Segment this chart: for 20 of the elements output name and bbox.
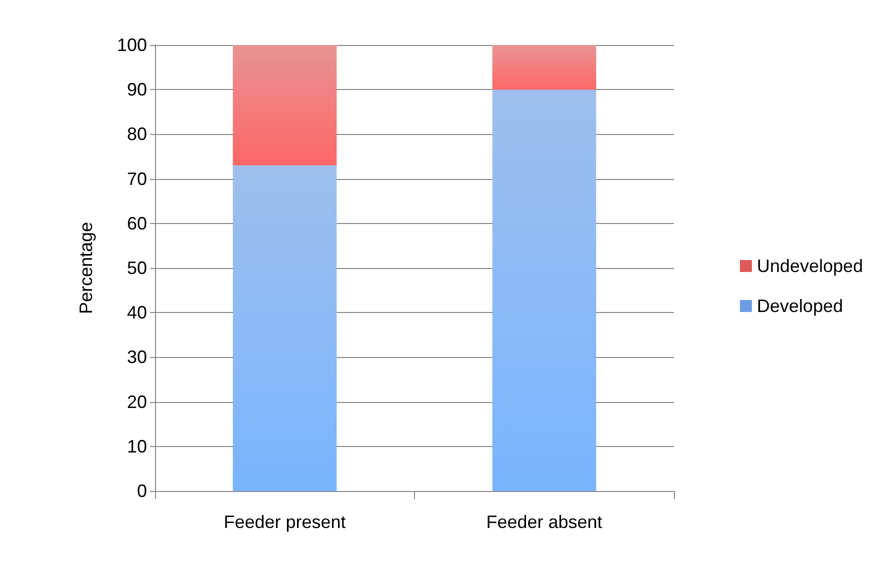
y-tick-label: 90 (126, 80, 147, 100)
legend-label: Developed (756, 296, 843, 316)
x-tick-label: Feeder present (224, 512, 346, 532)
y-axis-title: Percentage (76, 222, 96, 314)
y-tick-label: 20 (126, 392, 147, 412)
y-tick-label: 30 (126, 347, 147, 368)
bar (492, 45, 596, 90)
bar (232, 165, 337, 491)
y-tick-label: 50 (126, 258, 147, 278)
legend-label: Undeveloped (756, 256, 864, 276)
x-tick-label: Feeder absent (486, 512, 602, 532)
y-tick-label: 40 (126, 302, 147, 323)
y-tick-label: 60 (126, 213, 147, 234)
y-tick-label: 70 (126, 168, 147, 189)
y-tick-label: 10 (126, 436, 147, 456)
y-tick-label: 100 (116, 35, 147, 55)
bar (492, 90, 596, 491)
y-tick-label: 80 (126, 124, 147, 144)
bar (232, 45, 337, 166)
y-tick-label: 0 (136, 481, 147, 501)
